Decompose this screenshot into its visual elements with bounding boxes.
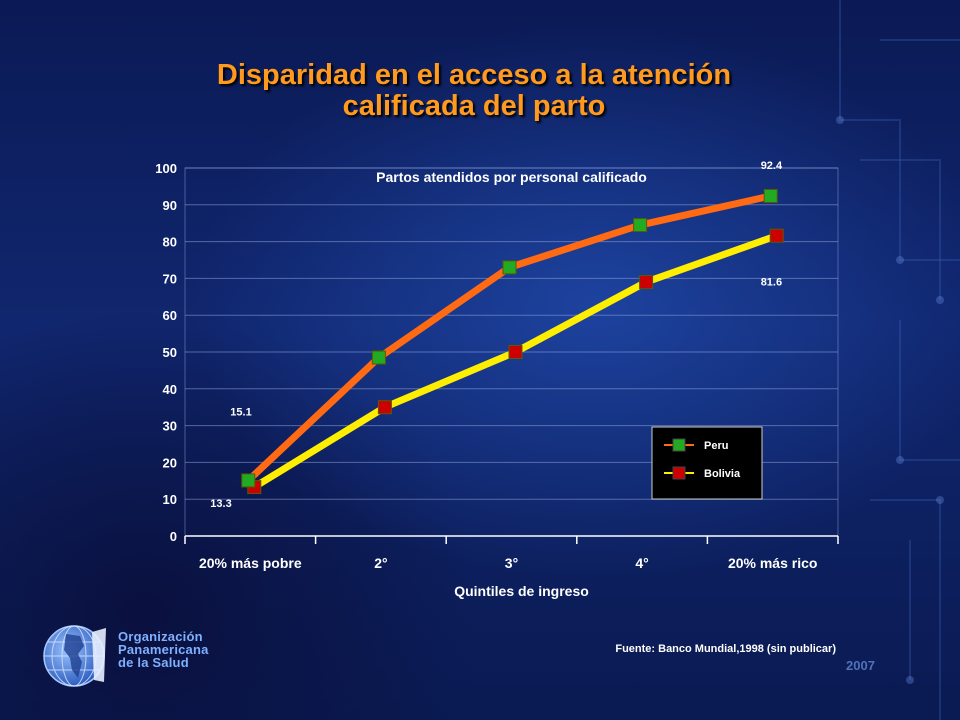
chart-title: Partos atendidos por personal calificado bbox=[376, 169, 647, 185]
y-tick-label: 40 bbox=[163, 382, 177, 397]
y-tick-label: 90 bbox=[163, 198, 177, 213]
data-point-peru bbox=[371, 350, 386, 365]
legend-label: Bolivia bbox=[704, 468, 741, 480]
legend-swatch-marker bbox=[672, 438, 686, 452]
page-title: Disparidad en el acceso a la atención ca… bbox=[0, 60, 948, 122]
x-axis-title: Quintiles de ingreso bbox=[454, 583, 589, 599]
legend-label: Peru bbox=[704, 440, 728, 452]
x-tick-label: 4° bbox=[635, 555, 648, 571]
data-label: 92.4 bbox=[761, 160, 783, 172]
data-point-bolivia bbox=[377, 400, 392, 415]
data-point-peru bbox=[241, 473, 256, 488]
x-tick-label: 3° bbox=[505, 555, 518, 571]
data-label: 15.1 bbox=[230, 406, 251, 418]
data-point-bolivia bbox=[508, 345, 523, 359]
y-tick-label: 10 bbox=[163, 492, 177, 507]
org-line-2: Panamericana bbox=[118, 642, 209, 657]
data-point-bolivia bbox=[769, 228, 784, 243]
y-tick-label: 50 bbox=[163, 345, 177, 360]
y-tick-label: 60 bbox=[163, 308, 177, 323]
y-tick-label: 30 bbox=[163, 419, 177, 434]
y-tick-label: 100 bbox=[155, 161, 177, 176]
org-line-1: Organización bbox=[118, 629, 203, 644]
year-label: 2007 bbox=[846, 658, 875, 673]
data-point-peru bbox=[502, 260, 517, 275]
x-tick-label: 2° bbox=[374, 555, 387, 571]
legend-swatch-marker bbox=[672, 466, 686, 480]
data-label: 81.6 bbox=[761, 277, 782, 289]
y-tick-label: 80 bbox=[163, 235, 177, 250]
title-line-2: calificada del parto bbox=[342, 90, 606, 122]
data-point-peru bbox=[763, 188, 778, 203]
y-tick-label: 20 bbox=[163, 455, 177, 470]
x-tick-label: 20% más rico bbox=[728, 555, 818, 571]
data-point-peru bbox=[633, 218, 648, 233]
legend-box bbox=[651, 426, 763, 500]
org-line-3: de la Salud bbox=[118, 655, 189, 670]
organization-name: Organización Panamericana de la Salud bbox=[118, 630, 209, 669]
data-point-bolivia bbox=[639, 275, 654, 290]
y-tick-label: 70 bbox=[163, 271, 177, 286]
y-tick-label: 0 bbox=[170, 529, 177, 544]
title-line-1: Disparidad en el acceso a la atención bbox=[216, 59, 732, 91]
source-note: Fuente: Banco Mundial,1998 (sin publicar… bbox=[615, 643, 836, 655]
data-label: 13.3 bbox=[210, 498, 231, 510]
x-tick-label: 20% más pobre bbox=[199, 555, 302, 571]
paho-globe-logo bbox=[43, 625, 106, 687]
